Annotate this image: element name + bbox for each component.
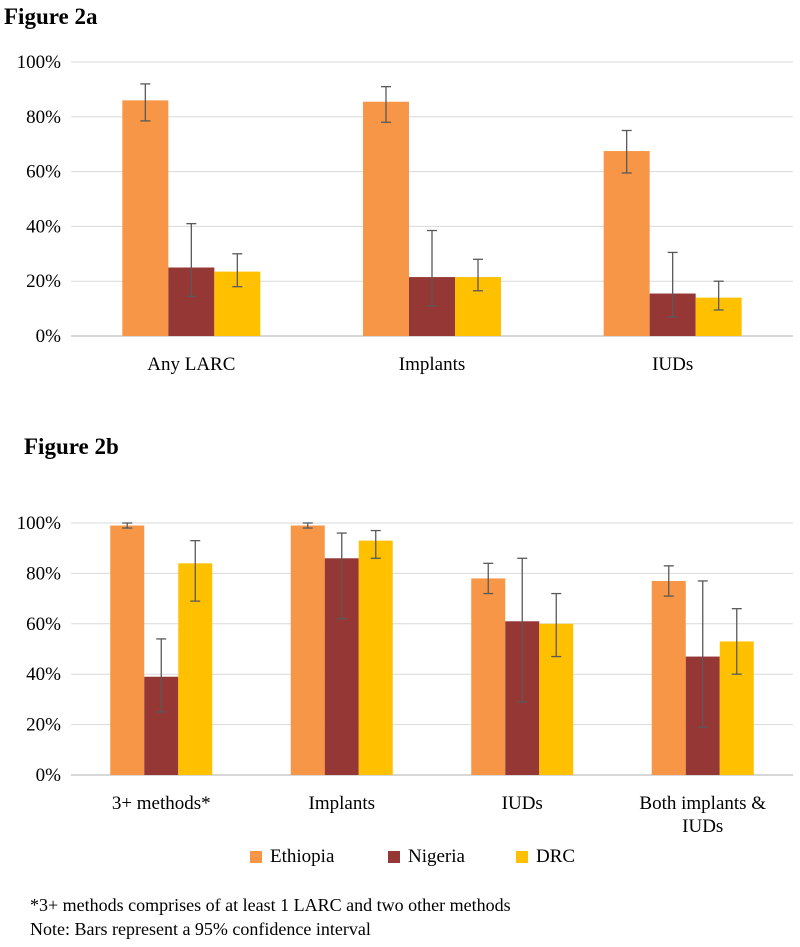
y-tick-label: 60% [26, 162, 61, 183]
x-category-label: IUDs [502, 793, 543, 814]
footnote-confidence: Note: Bars represent a 95% confidence in… [30, 919, 371, 939]
y-tick-label: 80% [26, 107, 61, 128]
bar-ethiopia [110, 525, 145, 775]
y-tick-label: 40% [26, 216, 61, 237]
legend-item-ethiopia: Ethiopia [250, 846, 334, 868]
y-tick-label: 100% [17, 513, 62, 534]
x-category-label: Implants [399, 354, 466, 375]
footnote-methods: *3+ methods comprises of at least 1 LARC… [30, 895, 511, 915]
figure-2b-chart: 0% 20% 40% 60% 80% 100% 3+ methods* Implants IUD… [17, 513, 793, 837]
legend-swatch-ethiopia [250, 851, 262, 863]
figure-2a-chart: 0% 20% 40% 60% 80% 100% Any LARC Implants IUDs [17, 52, 793, 375]
x-category-label: 3+ methods* [112, 793, 211, 814]
x-category-label: Any LARC [147, 354, 235, 375]
figure-2a-title: Figure 2a [4, 4, 98, 29]
legend-item-nigeria: Nigeria [388, 846, 465, 868]
bar-ethiopia [290, 525, 325, 775]
bar-drc [358, 540, 393, 775]
bar-ethiopia [471, 578, 506, 775]
y-tick-label: 0% [36, 765, 62, 786]
figure-2b-title: Figure 2b [24, 434, 119, 459]
legend-item-drc: DRC [516, 846, 575, 868]
x-category-label: Both implants & [639, 793, 766, 814]
bar-ethiopia [603, 151, 650, 336]
y-tick-label: 100% [17, 52, 62, 73]
legend: Ethiopia Nigeria DRC [0, 846, 800, 872]
bar-ethiopia [651, 580, 686, 775]
y-tick-label: 80% [26, 563, 61, 584]
x-category-label: IUDs [682, 816, 723, 837]
x-category-label: Implants [309, 793, 376, 814]
legend-label-nigeria: Nigeria [408, 846, 465, 867]
legend-label-drc: DRC [536, 846, 576, 867]
bar-ethiopia [122, 100, 169, 336]
legend-swatch-nigeria [388, 851, 400, 863]
y-tick-label: 60% [26, 614, 61, 635]
x-category-label: IUDs [652, 354, 693, 375]
legend-label-ethiopia: Ethiopia [270, 846, 335, 867]
y-tick-label: 0% [36, 326, 62, 347]
y-tick-label: 40% [26, 664, 61, 685]
bar-ethiopia [363, 101, 409, 336]
legend-swatch-drc [516, 851, 528, 863]
y-tick-label: 20% [26, 715, 61, 736]
y-tick-label: 20% [26, 271, 61, 292]
